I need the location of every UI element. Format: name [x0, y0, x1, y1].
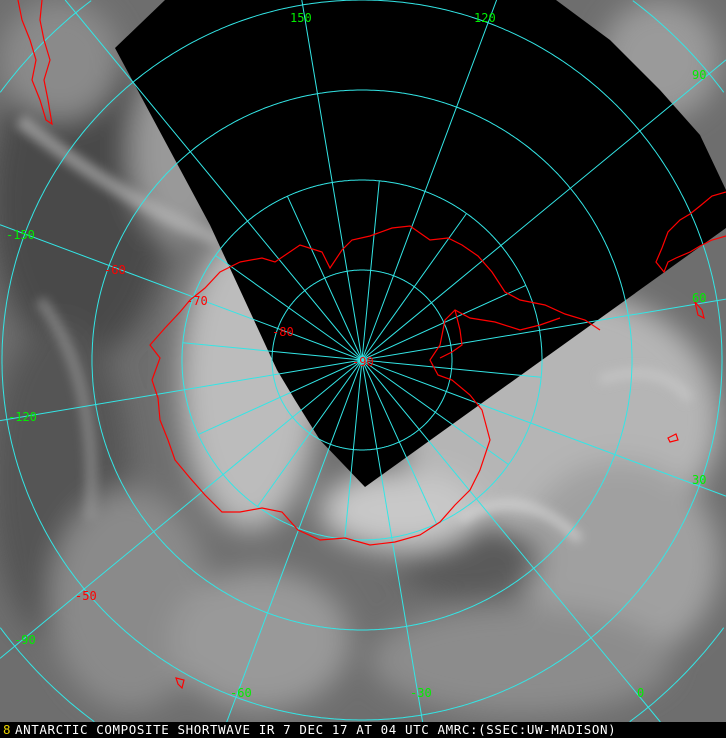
image-caption-bar: 8 ANTARCTIC COMPOSITE SHORTWAVE IR 7 DEC… — [0, 722, 726, 738]
ross-ice-shelf-coast — [439, 309, 463, 359]
antarctica-coastline — [149, 225, 601, 546]
longitude-label: 150 — [290, 11, 312, 25]
longitude-label: -150 — [6, 228, 35, 242]
longitude-line — [0, 224, 363, 361]
latitude-label: -60 — [104, 263, 126, 277]
latitude-circle — [91, 89, 633, 631]
nz-coastline — [17, 0, 53, 126]
longitude-line — [361, 359, 438, 525]
longitude-line — [361, 180, 380, 361]
caption-text: ANTARCTIC COMPOSITE SHORTWAVE IR 7 DEC 1… — [15, 722, 617, 737]
island-coast — [667, 433, 679, 443]
longitude-line — [361, 359, 542, 378]
longitude-line — [64, 0, 363, 361]
south-america-coastline — [655, 191, 726, 274]
longitude-line — [361, 359, 726, 497]
longitude-label: 30 — [692, 473, 706, 487]
longitude-line — [226, 359, 363, 723]
longitude-label: 0 — [637, 686, 644, 700]
longitude-label: 60 — [692, 291, 706, 305]
latitude-circle — [1, 0, 723, 721]
latitude-label: -90 — [352, 355, 374, 369]
caption-mark: 8 — [3, 722, 12, 737]
longitude-line — [286, 195, 363, 361]
coastline — [17, 0, 726, 690]
longitude-line — [361, 298, 726, 361]
longitude-line — [215, 255, 363, 361]
longitude-line — [301, 0, 363, 361]
longitude-line — [361, 359, 424, 723]
longitude-label: 90 — [692, 68, 706, 82]
graticule — [0, 0, 726, 723]
latitude-label: -50 — [75, 589, 97, 603]
longitude-line — [361, 0, 498, 361]
latitude-circle — [181, 179, 543, 541]
longitude-line — [182, 342, 363, 361]
longitude-labels: 150 120 90 60 30 0 -30 -60 -90 -120 -150 — [6, 11, 706, 700]
longitude-line — [344, 359, 363, 540]
longitude-label: -120 — [8, 410, 37, 424]
longitude-label: -30 — [410, 686, 432, 700]
latitude-label: -70 — [186, 294, 208, 308]
longitude-line — [361, 359, 661, 723]
longitude-line — [361, 59, 726, 361]
longitude-label: -90 — [14, 633, 36, 647]
longitude-line — [257, 359, 363, 507]
falklands-coast — [694, 301, 705, 320]
latitude-label: -80 — [272, 325, 294, 339]
longitude-line — [0, 359, 363, 422]
longitude-line — [0, 359, 363, 659]
latitude-circle — [0, 0, 725, 723]
no-data-region — [115, 0, 726, 487]
island-coast — [175, 677, 185, 690]
longitude-line — [361, 359, 509, 465]
latitude-circle — [271, 269, 453, 451]
longitude-label: -60 — [230, 686, 252, 700]
latitude-labels: -90 -80 -70 -60 -50 — [75, 263, 374, 603]
longitude-label: 120 — [474, 11, 496, 25]
longitude-line — [197, 359, 363, 436]
